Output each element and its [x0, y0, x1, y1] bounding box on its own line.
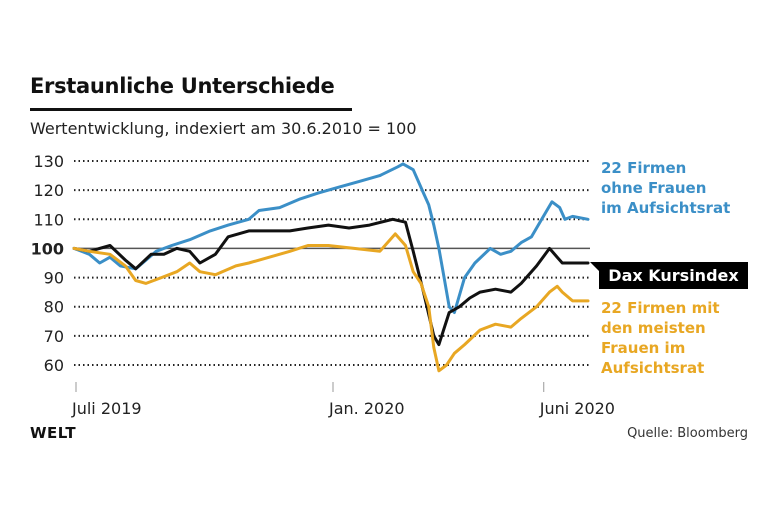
grid-lines — [74, 160, 590, 366]
legend-orange-line-4: Aufsichtsrat — [601, 359, 705, 377]
y-tick-label-110: 110 — [33, 210, 64, 229]
legend-blue-line-2: ohne Frauen — [601, 179, 707, 197]
x-tick-label-2: Juni 2020 — [539, 399, 615, 418]
y-tick-label-80: 80 — [44, 298, 64, 317]
legend-blue-line-3: im Aufsichtsrat — [601, 199, 731, 217]
legend-label-blue: 22 Firmen ohne Frauen im Aufsichtsrat — [601, 158, 730, 218]
y-tick-label-90: 90 — [44, 269, 64, 288]
y-tick-label-70: 70 — [44, 327, 64, 346]
chart-subtitle: Wertentwicklung, indexiert am 30.6.2010 … — [30, 119, 417, 138]
x-axis-ticks: Juli 2019 Jan. 2020 Juni 2020 — [71, 382, 615, 418]
chart-title: Erstaunliche Unterschiede — [30, 74, 335, 98]
x-tick-label-0: Juli 2019 — [71, 399, 142, 418]
y-tick-label-60: 60 — [44, 356, 64, 375]
series-line-black — [72, 217, 590, 347]
y-tick-label-100: 100 — [31, 239, 64, 258]
series-line-blue — [72, 162, 590, 314]
legend-label-dax: Dax Kursindex — [599, 262, 748, 289]
y-axis-ticks: 130 120 110 100 90 80 70 60 — [31, 152, 64, 375]
welt-logo: WELT — [30, 424, 77, 442]
y-tick-label-130: 130 — [33, 152, 64, 171]
title-underline — [30, 108, 352, 111]
source-note: Quelle: Bloomberg — [627, 426, 748, 441]
legend-orange-line-3: Frauen im — [601, 339, 686, 357]
legend-orange-line-1: 22 Firmen mit — [601, 299, 720, 317]
series-line-orange — [72, 232, 590, 373]
x-tick-label-1: Jan. 2020 — [328, 399, 405, 418]
dax-label-pointer — [590, 262, 600, 272]
series-lines — [72, 162, 600, 373]
legend-orange-line-2: den meisten — [601, 319, 706, 337]
y-tick-label-120: 120 — [33, 181, 64, 200]
legend-blue-line-1: 22 Firmen — [601, 159, 687, 177]
legend-label-orange: 22 Firmen mit den meisten Frauen im Aufs… — [601, 298, 720, 378]
